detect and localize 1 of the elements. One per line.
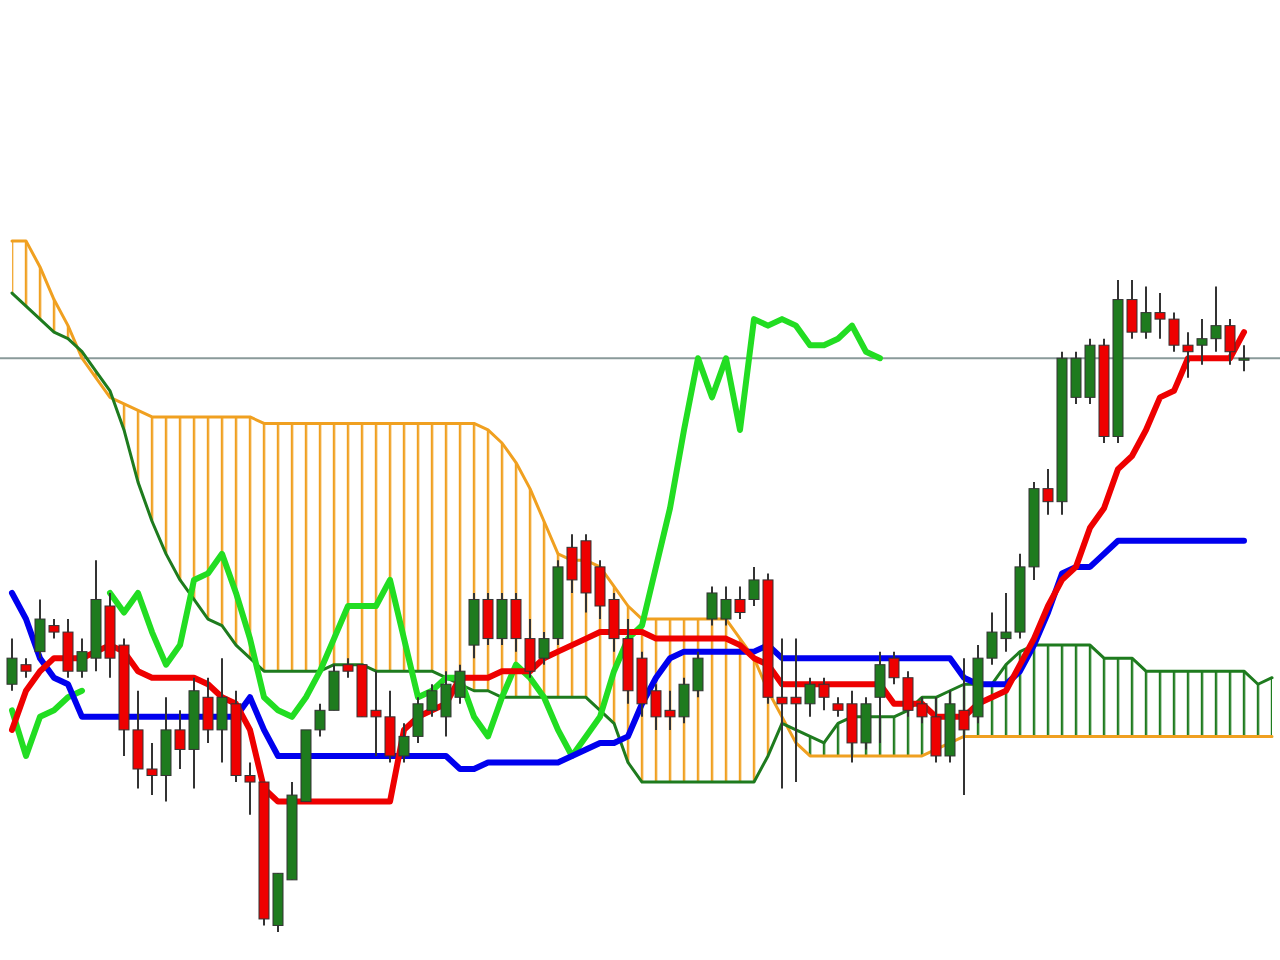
candlestick <box>1238 344 1250 373</box>
